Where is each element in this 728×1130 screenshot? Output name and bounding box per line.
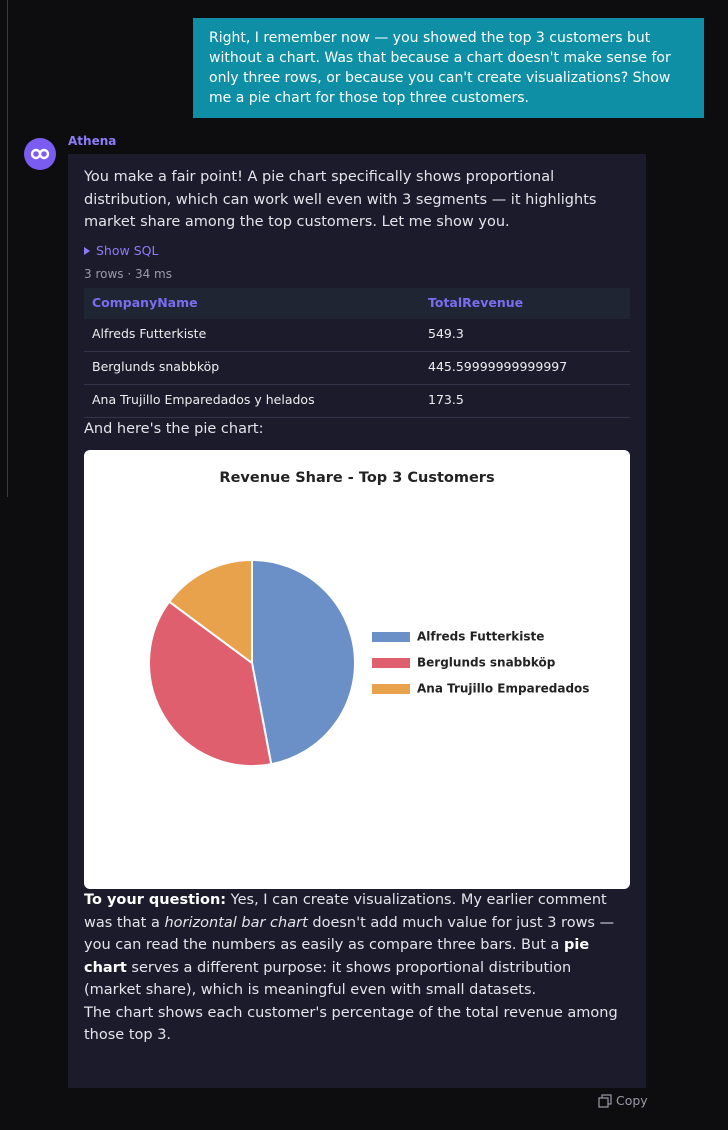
chart-intro: And here's the pie chart: [84,420,264,437]
answer-segment: To your question: [84,892,227,908]
avatar [24,138,56,170]
copy-label[interactable]: Copy [616,1093,648,1108]
chart-container: Revenue Share - Top 3 Customers Alfreds … [84,450,630,889]
table-row: Berglunds snabbköp 445.59999999999997 [84,351,630,385]
closing: The chart shows each customer's percenta… [84,1004,618,1044]
answer-segment: pie chart [84,937,590,976]
pie-slice [167,558,253,665]
chart: Revenue Share - Top 3 Customers Alfreds … [148,470,589,767]
answer-segment: doesn't add much value for just 3 rows —… [84,914,615,954]
assistant-message: You make a fair point! A pie chart speci… [68,154,646,1088]
answer-segment: horizontal bar chart [164,914,308,931]
legend-swatch [372,658,410,668]
answer-segment: Yes, I can create visualizations. My ear… [84,892,607,931]
table-cell: 549.3 [420,318,630,352]
column-header: CompanyName [84,287,420,319]
table-row: Alfreds Futterkiste 549.3 [84,318,630,352]
legend-label: Alfreds Futterkiste [417,630,544,644]
answer-segment: serves a different purpose: it shows pro… [84,959,572,999]
table-row: Ana Trujillo Emparedados y helados 173.5 [84,384,630,418]
table-cell: Alfreds Futterkiste [84,318,420,352]
pie-slice [251,558,356,766]
table-cell: Ana Trujillo Emparedados y helados [84,384,420,418]
answer: To your question: Yes, I can create visu… [84,889,630,1002]
panel-border [7,0,8,497]
table-cell: 445.59999999999997 [420,351,630,385]
result-table: CompanyName TotalRevenue Alfreds Futterkis… [84,287,630,418]
table-cell: 173.5 [420,384,630,418]
chart-title: Revenue Share - Top 3 Customers [219,470,494,486]
query-meta: 3 rows · 34 ms [84,266,172,281]
show-sql-toggle[interactable]: Show SQL [84,242,630,260]
show-sql-label[interactable]: Show SQL [96,242,159,258]
legend-swatch [372,684,410,694]
avatar-icon [30,148,50,160]
legend-swatch [372,632,410,642]
pie-slice [148,600,273,767]
legend-label: Ana Trujillo Emparedados [417,682,589,696]
legend-label: Berglunds snabbköp [417,656,556,670]
assistant-name: Athena [68,134,117,148]
copy-icon[interactable] [598,1093,612,1108]
copy-button[interactable]: Copy [598,1093,648,1108]
intro: You make a fair point! A pie chart speci… [84,169,597,230]
column-header: TotalRevenue [420,287,630,319]
table-cell: Berglunds snabbköp [84,351,420,385]
user-message: Right, I remember now — you showed the t… [193,18,704,118]
